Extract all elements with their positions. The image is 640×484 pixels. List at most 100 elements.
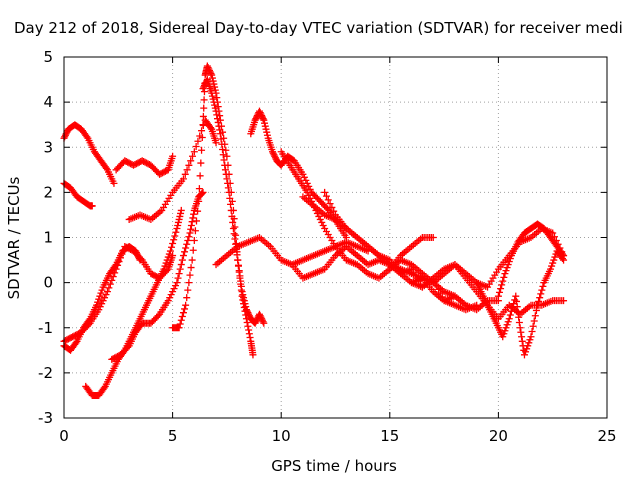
data-point: [228, 212, 236, 220]
data-point: [263, 131, 271, 139]
data-point: [256, 312, 264, 320]
data-point: [200, 104, 208, 112]
data-point: [515, 318, 523, 326]
data-point: [177, 261, 185, 269]
data-point: [200, 82, 208, 90]
data-point: [94, 298, 102, 306]
data-point: [61, 131, 69, 139]
data-point: [259, 318, 267, 326]
data-points: [60, 62, 568, 399]
data-point: [110, 179, 118, 187]
data-point: [522, 348, 530, 356]
data-point: [187, 157, 195, 165]
data-point: [525, 339, 533, 347]
data-point: [219, 151, 227, 159]
data-point: [199, 85, 207, 93]
y-tick-label: 0: [43, 274, 53, 292]
data-point: [429, 234, 437, 241]
data-point: [242, 303, 250, 311]
data-point: [260, 116, 268, 124]
data-point: [506, 311, 514, 319]
data-point: [270, 151, 278, 159]
x-tick-label: 5: [168, 427, 178, 445]
data-point: [168, 243, 176, 251]
x-tick-label: 0: [59, 427, 69, 445]
data-point: [299, 170, 307, 178]
data-point: [500, 330, 508, 338]
data-point: [324, 196, 332, 204]
data-point: [176, 265, 184, 273]
data-point: [192, 217, 200, 225]
data-point: [518, 337, 526, 345]
data-point: [328, 203, 336, 211]
data-point: [181, 170, 189, 178]
data-point: [189, 152, 197, 160]
data-point: [512, 292, 520, 300]
data-point: [195, 197, 203, 205]
data-point: [181, 248, 189, 256]
data-point: [173, 279, 181, 287]
data-point: [326, 200, 334, 208]
data-point: [111, 269, 119, 277]
data-point: [535, 297, 543, 305]
data-point: [83, 133, 91, 141]
data-point: [243, 307, 251, 315]
data-point: [198, 127, 206, 135]
data-point: [215, 122, 223, 130]
data-point: [324, 205, 332, 213]
data-point: [245, 326, 253, 334]
data-point: [316, 215, 324, 223]
data-point: [221, 161, 229, 169]
data-point: [502, 267, 510, 275]
series-track-2: [60, 179, 96, 210]
data-point: [233, 251, 241, 259]
data-point: [198, 189, 206, 197]
data-point: [176, 320, 184, 328]
data-point: [241, 300, 249, 308]
data-point: [99, 297, 107, 305]
data-point: [271, 154, 279, 162]
data-point: [503, 264, 511, 272]
data-point: [207, 124, 215, 132]
data-point: [529, 322, 537, 330]
data-point: [100, 384, 108, 392]
data-point: [501, 270, 509, 278]
data-point: [211, 101, 219, 109]
data-point: [200, 83, 208, 91]
data-point: [208, 74, 216, 82]
data-point: [210, 98, 218, 106]
data-point: [231, 223, 239, 231]
data-point: [72, 339, 80, 347]
data-point: [319, 221, 327, 229]
data-point: [203, 62, 211, 70]
data-point: [222, 146, 230, 154]
data-point: [209, 77, 217, 85]
data-point: [179, 175, 187, 183]
data-point: [504, 261, 512, 269]
series-track-20: [494, 220, 568, 300]
data-point: [509, 303, 517, 311]
data-point: [223, 175, 231, 183]
data-point: [216, 130, 224, 138]
data-point: [176, 212, 184, 220]
data-point: [188, 256, 196, 264]
data-point: [495, 288, 503, 296]
series-track-8: [82, 206, 185, 399]
data-point: [88, 202, 96, 210]
data-point: [227, 200, 235, 208]
data-point: [256, 109, 264, 117]
data-point: [524, 342, 532, 350]
data-point: [242, 306, 250, 314]
data-point: [305, 182, 313, 190]
axis-ticks: [63, 56, 608, 419]
data-point: [184, 237, 192, 245]
data-point: [169, 240, 177, 248]
data-point: [269, 149, 277, 157]
data-point: [536, 294, 544, 302]
data-point: [108, 276, 116, 284]
data-point: [498, 281, 506, 289]
data-point: [258, 112, 266, 120]
data-point: [207, 70, 215, 78]
data-point: [261, 122, 269, 130]
